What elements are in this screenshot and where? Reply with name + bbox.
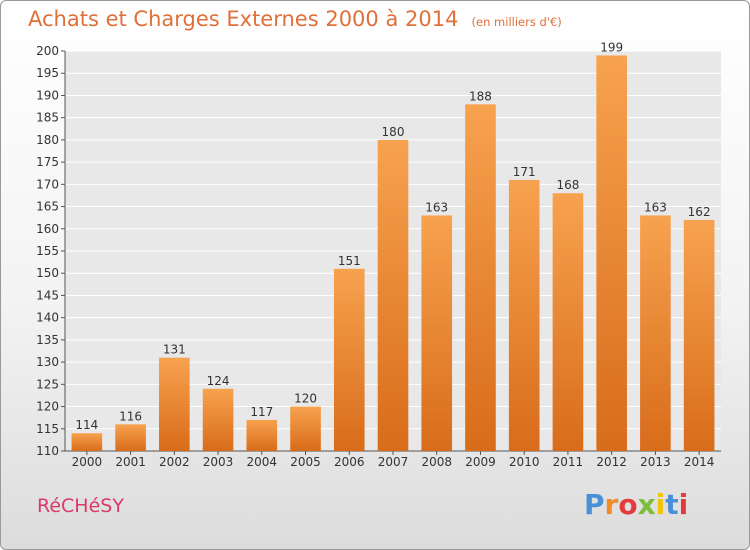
- y-tick-label: 165: [36, 200, 59, 214]
- bar: [115, 424, 146, 451]
- brand-letter: r: [604, 488, 619, 521]
- y-tick-label: 110: [36, 444, 59, 458]
- bar: [465, 104, 496, 451]
- y-tick-label: 140: [36, 311, 59, 325]
- chart-title: Achats et Charges Externes 2000 à 2014: [28, 7, 459, 31]
- x-tick-label: 2004: [247, 455, 278, 469]
- x-tick-label: 2002: [159, 455, 190, 469]
- chart-unit-label: (en milliers d'€): [471, 15, 562, 29]
- y-tick-label: 145: [36, 288, 59, 302]
- x-tick-label: 2011: [553, 455, 584, 469]
- x-tick-label: 2003: [203, 455, 234, 469]
- bar: [377, 139, 409, 451]
- x-tick-label: 2010: [509, 455, 540, 469]
- y-tick-label: 175: [36, 155, 59, 169]
- title-row: Achats et Charges Externes 2000 à 2014 (…: [28, 7, 562, 31]
- x-tick-label: 2000: [72, 455, 103, 469]
- commune-name: RéCHéSY: [37, 495, 124, 517]
- data-label: 114: [75, 418, 98, 432]
- x-tick-label: 2005: [290, 455, 321, 469]
- x-tick-label: 2009: [465, 455, 496, 469]
- brand-logo: Proxiti: [584, 488, 688, 521]
- bar: [333, 268, 365, 451]
- data-label: 116: [119, 409, 142, 423]
- y-tick-label: 170: [36, 177, 59, 191]
- y-tick-label: 190: [36, 88, 59, 102]
- data-label: 120: [294, 392, 317, 406]
- data-label: 163: [425, 200, 448, 214]
- data-label: 117: [250, 405, 273, 419]
- bar: [640, 215, 671, 451]
- data-label: 188: [469, 89, 492, 103]
- brand-letter: i: [655, 488, 666, 521]
- brand-letter: o: [618, 488, 638, 521]
- bar: [421, 215, 453, 451]
- data-label: 162: [688, 205, 711, 219]
- y-tick-label: 130: [36, 355, 59, 369]
- data-label: 163: [644, 200, 667, 214]
- y-tick-label: 125: [36, 377, 59, 391]
- bar: [552, 193, 584, 451]
- data-label: 151: [338, 254, 361, 268]
- x-tick-label: 2006: [334, 455, 365, 469]
- y-tick-label: 120: [36, 400, 59, 414]
- y-tick-label: 185: [36, 111, 59, 125]
- y-tick-label: 155: [36, 244, 59, 258]
- brand-letter: t: [665, 488, 679, 521]
- x-tick-label: 2001: [115, 455, 146, 469]
- x-tick-label: 2014: [684, 455, 715, 469]
- y-tick-label: 180: [36, 133, 59, 147]
- data-label: 124: [207, 374, 230, 388]
- bar: [683, 219, 715, 451]
- x-tick-label: 2008: [421, 455, 452, 469]
- x-tick-label: 2007: [378, 455, 409, 469]
- data-label: 180: [382, 125, 405, 139]
- bar: [290, 406, 321, 451]
- y-tick-label: 150: [36, 266, 59, 280]
- brand-letter: i: [678, 488, 689, 521]
- y-tick-label: 195: [36, 66, 59, 80]
- data-label: 168: [556, 178, 579, 192]
- bar: [246, 419, 278, 451]
- y-tick-label: 135: [36, 333, 59, 347]
- bar: [202, 388, 234, 451]
- bar: [508, 179, 540, 451]
- brand-letter: P: [584, 488, 605, 521]
- data-label: 171: [513, 165, 536, 179]
- bar: [596, 55, 627, 451]
- data-label: 131: [163, 343, 186, 357]
- x-tick-label: 2013: [640, 455, 671, 469]
- bar: [159, 357, 190, 451]
- brand-letter: x: [637, 488, 656, 521]
- data-label: 199: [600, 40, 623, 54]
- y-tick-label: 200: [36, 44, 59, 58]
- bar: [71, 433, 103, 451]
- y-tick-label: 160: [36, 222, 59, 236]
- y-tick-label: 115: [36, 422, 59, 436]
- x-tick-label: 2012: [596, 455, 627, 469]
